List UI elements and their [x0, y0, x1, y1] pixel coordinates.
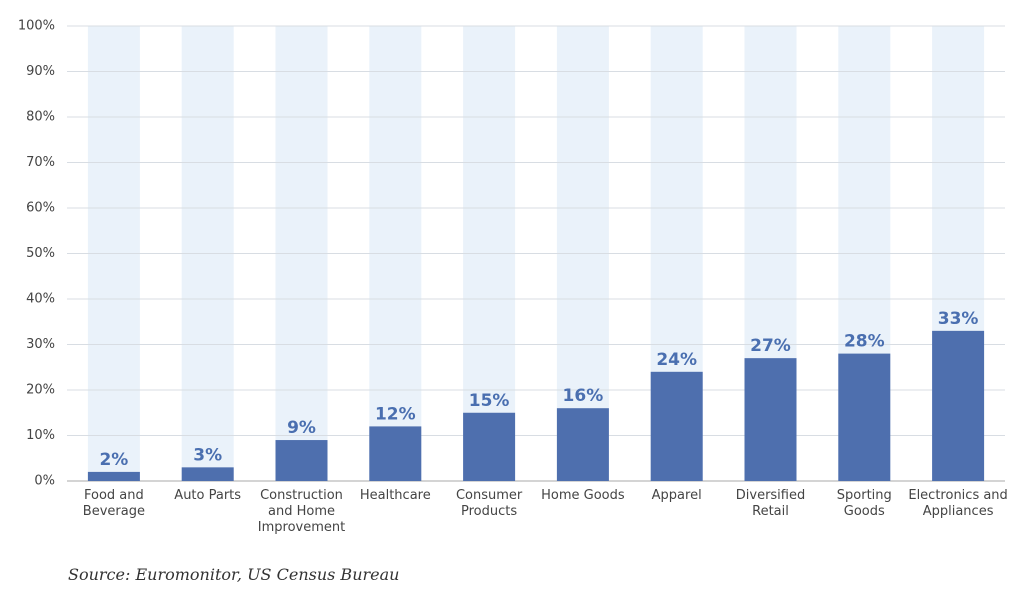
y-tick-label: 80%	[26, 110, 55, 125]
bar	[744, 358, 797, 481]
value-label: 27%	[750, 336, 791, 356]
y-tick-label: 90%	[26, 64, 55, 79]
bar	[463, 412, 516, 481]
y-tick-label: 50%	[26, 246, 55, 261]
bar	[838, 353, 891, 481]
bar	[369, 426, 422, 481]
x-tick-label: Electronics and Appliances	[908, 488, 1008, 519]
value-label: 9%	[287, 418, 316, 438]
value-label: 24%	[656, 350, 697, 370]
y-tick-label: 70%	[26, 155, 55, 170]
source-note: Source: Euromonitor, US Census Bureau	[68, 565, 400, 584]
x-tick-label: Auto Parts	[174, 488, 242, 503]
x-tick-label: Sporting Goods	[836, 488, 892, 519]
x-tick-label: Healthcare	[359, 488, 431, 503]
x-tick-label: Consumer Products	[455, 488, 523, 519]
value-label: 12%	[375, 404, 416, 424]
bar	[275, 440, 328, 481]
bar	[181, 467, 234, 481]
y-tick-label: 20%	[26, 383, 55, 398]
y-tick-label: 0%	[34, 474, 55, 489]
value-label: 3%	[193, 445, 222, 465]
x-tick-label: Construction and Home Improvement	[257, 488, 346, 535]
y-tick-label: 60%	[26, 201, 55, 216]
value-label: 2%	[99, 450, 128, 470]
bar	[932, 330, 985, 481]
value-label: 16%	[563, 386, 604, 406]
value-label: 33%	[938, 309, 979, 329]
bar	[556, 408, 609, 481]
x-tick-label: Food and Beverage	[82, 488, 145, 519]
x-tick-label: Apparel	[651, 488, 702, 503]
value-label: 28%	[844, 332, 885, 352]
value-label: 15%	[469, 391, 510, 411]
x-tick-label: Diversified Retail	[735, 488, 806, 519]
y-tick-label: 40%	[26, 292, 55, 307]
y-tick-label: 10%	[26, 428, 55, 443]
x-tick-label: Home Goods	[541, 488, 625, 503]
bar	[650, 371, 703, 481]
y-tick-label: 100%	[18, 19, 55, 34]
bar	[87, 471, 140, 481]
y-tick-label: 30%	[26, 337, 55, 352]
